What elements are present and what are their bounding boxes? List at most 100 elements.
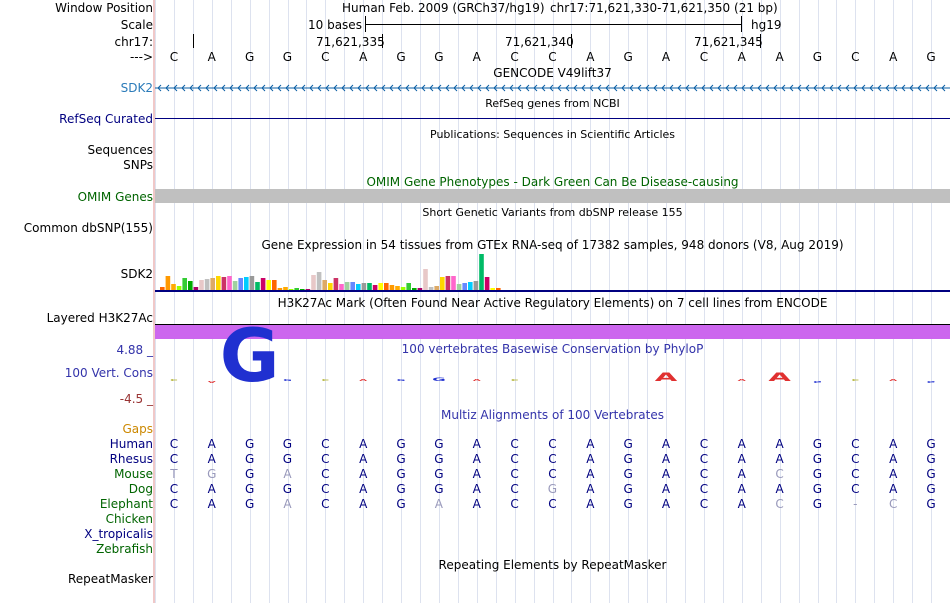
omim-track-title: OMIM Gene Phenotypes - Dark Green Can Be…	[366, 175, 739, 189]
species-label[interactable]: Dog	[128, 482, 153, 496]
h3k27ac-label[interactable]: Layered H3K27Ac	[46, 311, 153, 325]
grid-line	[514, 0, 516, 603]
gtex-tissue-bar[interactable]	[372, 285, 378, 290]
gtex-tissue-bar[interactable]	[473, 281, 479, 290]
publications-sequences-label[interactable]: Sequences	[87, 143, 153, 157]
gtex-tissue-bar[interactable]	[199, 280, 204, 290]
gtex-tissue-bar[interactable]	[344, 282, 350, 290]
gtex-tissue-bar[interactable]	[210, 278, 215, 290]
gtex-tissue-bar[interactable]	[165, 276, 171, 290]
h3k27ac-signal-bar[interactable]	[155, 324, 950, 339]
gtex-tissue-bar[interactable]	[440, 277, 445, 290]
gtex-tissue-bar[interactable]	[260, 278, 266, 290]
gtex-tissue-bar[interactable]	[490, 288, 495, 290]
alignment-base: A	[586, 482, 595, 496]
phylop-label[interactable]: 100 Vert. Cons	[64, 366, 153, 380]
gtex-tissue-bar[interactable]	[305, 289, 311, 290]
gtex-tissue-bar[interactable]	[176, 286, 182, 290]
gtex-tissue-bar[interactable]	[255, 282, 260, 290]
gtex-tissue-bar[interactable]	[328, 283, 333, 290]
gtex-tissue-bar[interactable]	[322, 280, 327, 290]
gtex-tissue-bar[interactable]	[204, 279, 210, 290]
gtex-tissue-bar[interactable]	[193, 287, 199, 290]
gtex-tissue-bar[interactable]	[266, 280, 271, 290]
omim-gene-bar[interactable]	[155, 189, 950, 203]
refseq-gene-line[interactable]	[155, 118, 950, 119]
alignment-base: A	[737, 482, 746, 496]
gtex-tissue-bar[interactable]	[406, 283, 411, 290]
phylop-letter: A	[768, 370, 792, 384]
publications-snps-label[interactable]: SNPs	[123, 158, 153, 172]
gtex-tissue-bar[interactable]	[445, 276, 451, 290]
refseq-label[interactable]: RefSeq Curated	[59, 112, 153, 126]
gtex-tissue-bar[interactable]	[350, 282, 355, 290]
alignment-base: G	[244, 437, 255, 451]
gtex-tissue-bar[interactable]	[283, 287, 288, 290]
gtex-tissue-bar[interactable]	[367, 283, 372, 290]
strand-chevron	[685, 84, 690, 92]
gtex-tissue-bar[interactable]	[451, 276, 456, 290]
gencode-gene-label[interactable]: SDK2	[120, 81, 153, 95]
gtex-tissue-bar[interactable]	[400, 287, 406, 290]
rmsk-label[interactable]: RepeatMasker	[67, 572, 153, 586]
gtex-tissue-bar[interactable]	[412, 288, 417, 290]
gtex-tissue-bar[interactable]	[232, 281, 238, 290]
gtex-tissue-bar[interactable]	[395, 286, 400, 290]
gtex-expression-chart[interactable]	[155, 252, 950, 292]
gtex-tissue-bar[interactable]	[249, 276, 255, 290]
gencode-gene-model[interactable]	[155, 82, 950, 94]
species-label[interactable]: Mouse	[114, 467, 153, 481]
gtex-tissue-bar[interactable]	[434, 286, 439, 290]
strand-chevron	[885, 84, 890, 92]
gtex-tissue-bar[interactable]	[496, 288, 501, 290]
gtex-tissue-bar[interactable]	[423, 269, 428, 290]
gtex-gene-label[interactable]: SDK2	[120, 267, 153, 281]
gtex-tissue-bar[interactable]	[428, 287, 434, 290]
gtex-tissue-bar[interactable]	[277, 288, 283, 290]
gtex-tissue-bar[interactable]	[384, 283, 389, 290]
gtex-tissue-bar[interactable]	[484, 277, 490, 290]
gtex-tissue-bar[interactable]	[456, 284, 462, 290]
species-label[interactable]: Zebrafish	[96, 542, 153, 556]
gtex-tissue-bar[interactable]	[479, 254, 484, 290]
gtex-tissue-bar[interactable]	[389, 285, 395, 290]
gtex-tissue-bar[interactable]	[361, 283, 367, 290]
strand-chevron	[581, 84, 586, 92]
grid-line	[438, 0, 440, 603]
gtex-tissue-bar[interactable]	[238, 278, 243, 290]
gtex-tissue-bar[interactable]	[316, 272, 322, 290]
gtex-tissue-bar[interactable]	[339, 284, 344, 290]
gtex-tissue-bar[interactable]	[227, 276, 232, 290]
alignment-base: C	[699, 452, 709, 466]
gtex-tissue-bar[interactable]	[300, 289, 305, 290]
gtex-tissue-bar[interactable]	[378, 283, 383, 290]
gtex-tissue-bar[interactable]	[333, 278, 339, 290]
gtex-tissue-bar[interactable]	[417, 288, 423, 290]
omim-label[interactable]: OMIM Genes	[77, 190, 153, 204]
gtex-tissue-bar[interactable]	[294, 288, 299, 290]
dbsnp-label[interactable]: Common dbSNP(155)	[23, 221, 153, 235]
species-label[interactable]: Chicken	[105, 512, 153, 526]
gtex-tissue-bar[interactable]	[288, 289, 294, 290]
gtex-tissue-bar[interactable]	[468, 282, 473, 290]
species-label[interactable]: Human	[109, 437, 153, 451]
gtex-tissue-bar[interactable]	[160, 287, 165, 290]
gtex-tissue-bar[interactable]	[182, 278, 187, 290]
strand-chevron	[469, 84, 474, 92]
gtex-tissue-bar[interactable]	[272, 280, 277, 290]
gtex-tissue-bar[interactable]	[244, 277, 249, 290]
gtex-tissue-bar[interactable]	[216, 276, 221, 290]
species-label[interactable]: Rhesus	[109, 452, 153, 466]
gaps-label[interactable]: Gaps	[122, 422, 153, 436]
sequence-base: G	[434, 50, 444, 64]
species-label[interactable]: Elephant	[99, 497, 153, 511]
gtex-tissue-bar[interactable]	[462, 283, 467, 290]
gtex-tissue-bar[interactable]	[356, 284, 361, 290]
species-label[interactable]: X_tropicalis	[84, 527, 153, 541]
gtex-tissue-bar[interactable]	[188, 281, 193, 290]
gtex-tissue-bar[interactable]	[171, 284, 176, 290]
gtex-tissue-bar[interactable]	[221, 277, 227, 290]
gtex-tissue-bar[interactable]	[311, 275, 316, 290]
